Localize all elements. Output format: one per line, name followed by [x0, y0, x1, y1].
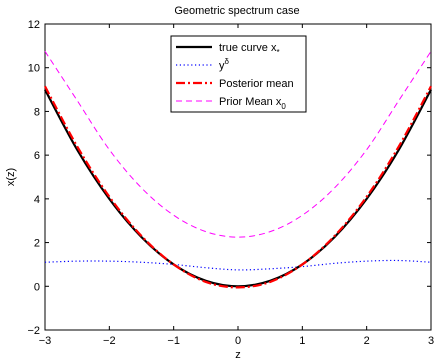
legend-label-text: Posterior mean [219, 78, 294, 90]
legend-label: yδ [219, 57, 230, 72]
y-tick-label: 2 [34, 238, 40, 250]
y-tick-label: 0 [34, 281, 40, 293]
x-tick-label: −2 [103, 335, 116, 347]
legend-label-text: y [219, 60, 225, 72]
chart-title: Geometric spectrum case [174, 5, 299, 17]
legend-box [170, 35, 307, 113]
y-tick-label: −2 [27, 325, 40, 337]
legend-label: Posterior mean [219, 78, 294, 90]
legend-label-text: true curve x [219, 42, 277, 54]
x-tick-label: −1 [167, 335, 180, 347]
x-tick-label: 1 [299, 335, 305, 347]
legend-label-text: Prior Mean x [219, 96, 282, 108]
series-layer [44, 51, 432, 289]
y-tick-label: 10 [28, 63, 40, 75]
y-tick-label: 12 [28, 19, 40, 31]
x-tick-label: 3 [428, 335, 434, 347]
legend-label: true curve x* [219, 42, 280, 57]
x-tick-label: −3 [39, 335, 52, 347]
y-axis-label: x(z) [5, 168, 17, 186]
legend-label-subscript: * [276, 48, 279, 57]
series-line-2 [44, 85, 432, 289]
y-tick-label: 6 [34, 150, 40, 162]
legend-label-subscript: 0 [281, 102, 286, 111]
legend-label-superscript: δ [225, 57, 230, 66]
y-tick-label: 4 [34, 194, 40, 206]
x-axis-label: z [235, 349, 241, 361]
y-tick-label: 8 [34, 106, 40, 118]
x-tick-label: 2 [364, 335, 370, 347]
legend-label: Prior Mean x0 [219, 96, 286, 111]
x-tick-label: 0 [235, 335, 241, 347]
